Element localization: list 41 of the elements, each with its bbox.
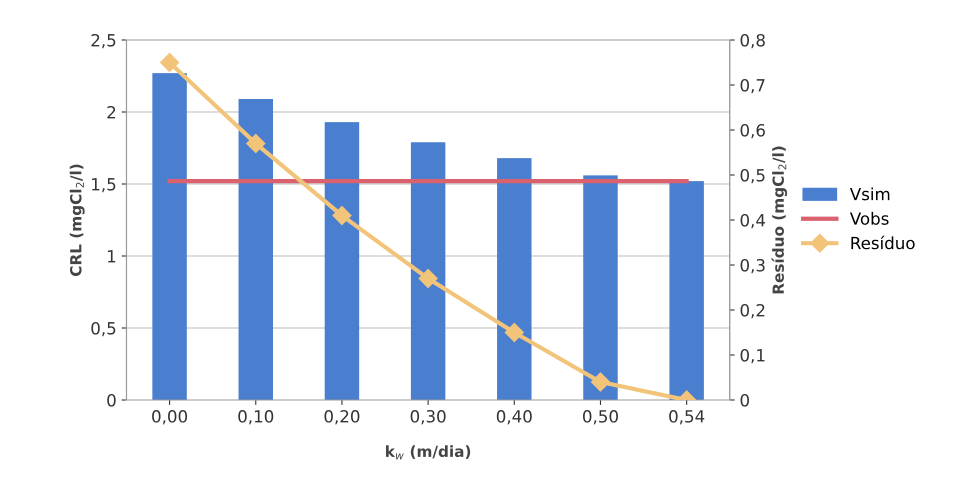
x-tick-label: 0,10: [238, 410, 274, 424]
y2-tick-label: 0,8: [740, 34, 765, 48]
y2-tick-label: 0: [740, 394, 749, 407]
point: [160, 52, 180, 72]
y2-tick-label: 0,4: [740, 214, 766, 228]
y-axis-title: CRL (mgCl$_{2}$/l): [70, 164, 85, 276]
bar: [152, 73, 187, 400]
legend-label: Vobs: [850, 212, 889, 225]
x-axis-title: k$_{w}$ (m/dia): [386, 445, 470, 460]
bar: [324, 122, 360, 400]
y-tick-label: 0: [107, 394, 116, 407]
x-tick-label: 0,20: [324, 410, 360, 424]
x-tick-label: 0,54: [669, 410, 704, 424]
point: [590, 372, 610, 392]
y-tick-label: 2: [107, 106, 116, 118]
y-tick-label: 0,5: [91, 322, 116, 336]
legend-label: Vsim: [850, 187, 890, 200]
y2-tick-label: 0,3: [740, 258, 765, 274]
x-tick-label: 0,50: [583, 410, 618, 424]
bar: [238, 99, 273, 400]
bar: [410, 142, 446, 400]
y-tick-label: 2,5: [91, 34, 116, 48]
y2-tick-label: 0,1: [740, 348, 764, 364]
y2-tick-label: 0,2: [740, 304, 764, 318]
point: [246, 134, 266, 154]
y2-tick-label: 0,6: [740, 124, 765, 138]
point: [504, 322, 524, 342]
bar: [583, 175, 618, 400]
bar: [669, 181, 704, 400]
x-tick-label: 0,00: [152, 410, 188, 424]
point: [418, 268, 438, 288]
legend-label: Resíduo: [851, 236, 915, 250]
y2-tick-label: 0,5: [740, 168, 765, 184]
x-tick-label: 0,40: [496, 410, 532, 424]
y2-tick-label: 0,7: [740, 78, 765, 94]
y-tick-label: 1,5: [92, 178, 116, 192]
x-tick-label: 0,30: [410, 410, 446, 424]
bar: [497, 158, 532, 400]
y-tick-label: 1: [108, 250, 116, 262]
point: [332, 206, 352, 226]
y2-axis-title: Resíduo (mgCl$_{2}$/l): [772, 146, 788, 294]
